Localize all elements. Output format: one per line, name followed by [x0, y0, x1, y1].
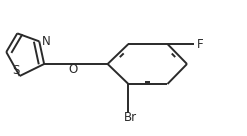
Text: F: F — [197, 38, 204, 50]
Text: O: O — [69, 63, 78, 76]
Text: N: N — [42, 35, 50, 48]
Text: S: S — [12, 64, 20, 77]
Text: Br: Br — [124, 112, 137, 124]
